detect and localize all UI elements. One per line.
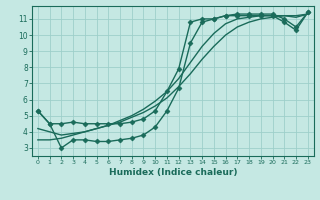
- X-axis label: Humidex (Indice chaleur): Humidex (Indice chaleur): [108, 168, 237, 177]
